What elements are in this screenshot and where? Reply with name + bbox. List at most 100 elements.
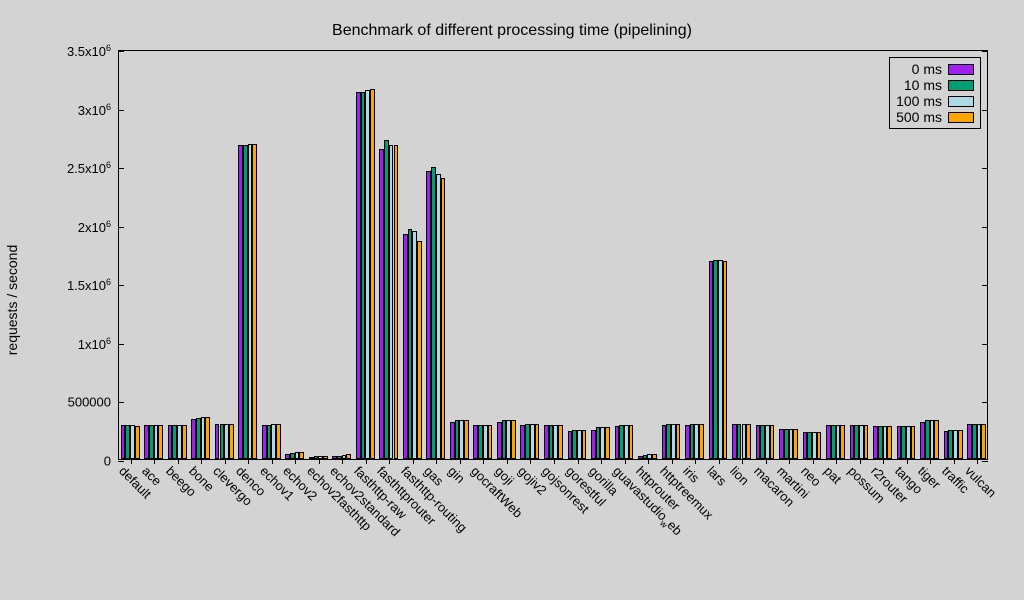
bar bbox=[934, 420, 939, 459]
bar bbox=[558, 425, 563, 459]
category-group: tiger bbox=[918, 51, 942, 459]
bar bbox=[488, 425, 493, 459]
y-tick-label: 3.5x106 bbox=[67, 43, 111, 59]
bar bbox=[582, 430, 587, 459]
category-group: echov1 bbox=[260, 51, 284, 459]
bar bbox=[370, 89, 375, 459]
bar bbox=[605, 427, 610, 459]
bar bbox=[723, 261, 728, 459]
category-group: ace bbox=[143, 51, 167, 459]
bar bbox=[746, 424, 751, 459]
bar bbox=[981, 424, 986, 459]
chart-container: Benchmark of different processing time (… bbox=[0, 0, 1024, 600]
bar bbox=[652, 454, 657, 459]
category-group: tango bbox=[895, 51, 919, 459]
category-group: denco bbox=[237, 51, 261, 459]
category-group: pat bbox=[824, 51, 848, 459]
bar bbox=[887, 426, 892, 459]
category-group: fasthttp-raw bbox=[354, 51, 378, 459]
category-group: gojiv2 bbox=[519, 51, 543, 459]
category-group: gas bbox=[425, 51, 449, 459]
category-group: httprouter bbox=[636, 51, 660, 459]
category-group: echov2 bbox=[284, 51, 308, 459]
bar bbox=[464, 420, 469, 459]
bar bbox=[535, 424, 540, 459]
category-group: bone bbox=[190, 51, 214, 459]
category-group: guavastudioweb bbox=[613, 51, 637, 459]
y-tick-mark bbox=[118, 51, 124, 52]
y-tick-mark bbox=[982, 402, 988, 403]
category-group: clevergo bbox=[213, 51, 237, 459]
bars-area: defaultacebeegoboneclevergodencoechov1ec… bbox=[119, 51, 987, 459]
bar bbox=[840, 425, 845, 459]
y-tick-label: 2x106 bbox=[78, 219, 111, 235]
y-axis-label: requests / second bbox=[4, 245, 20, 356]
x-tick-label: vulcan bbox=[962, 459, 1003, 500]
bar bbox=[629, 425, 634, 459]
y-tick-label: 1.5x106 bbox=[67, 277, 111, 293]
category-group: possum bbox=[848, 51, 872, 459]
y-tick-mark bbox=[118, 461, 124, 462]
category-group: goji bbox=[495, 51, 519, 459]
bar bbox=[299, 452, 304, 459]
category-group: echov2standard bbox=[331, 51, 355, 459]
category-group: fasthttp-routing bbox=[401, 51, 425, 459]
bar bbox=[699, 424, 704, 459]
category-group: iris bbox=[683, 51, 707, 459]
plot-area: 0 ms10 ms100 ms500 ms defaultacebeegobon… bbox=[118, 50, 988, 460]
bar bbox=[770, 425, 775, 459]
y-tick-mark bbox=[982, 110, 988, 111]
bar bbox=[205, 417, 210, 459]
category-group: echov2fasthttp bbox=[307, 51, 331, 459]
category-group: beego bbox=[166, 51, 190, 459]
category-group: vulcan bbox=[965, 51, 989, 459]
category-group: r2router bbox=[871, 51, 895, 459]
category-group: gorestful bbox=[566, 51, 590, 459]
y-tick-label: 2.5x106 bbox=[67, 160, 111, 176]
y-tick-label: 3x106 bbox=[78, 101, 111, 117]
y-tick-label: 0 bbox=[104, 454, 111, 469]
category-group: lion bbox=[730, 51, 754, 459]
category-group: gojsonrest bbox=[542, 51, 566, 459]
y-tick-mark bbox=[118, 344, 124, 345]
y-tick-mark bbox=[118, 227, 124, 228]
bar bbox=[229, 424, 234, 459]
bar bbox=[817, 432, 822, 459]
bar bbox=[158, 425, 163, 459]
y-tick-label: 1x106 bbox=[78, 336, 111, 352]
category-group: lars bbox=[707, 51, 731, 459]
category-group: httptreemux bbox=[660, 51, 684, 459]
bar bbox=[346, 454, 351, 459]
bar bbox=[394, 145, 399, 459]
category-group: gorilla bbox=[589, 51, 613, 459]
bar bbox=[323, 456, 328, 460]
bar bbox=[182, 425, 187, 459]
category-group: macaron bbox=[754, 51, 778, 459]
bar bbox=[958, 430, 963, 459]
bar bbox=[135, 426, 140, 459]
y-tick-mark bbox=[982, 168, 988, 169]
bar bbox=[511, 420, 516, 459]
bar bbox=[441, 178, 446, 459]
y-tick-mark bbox=[118, 110, 124, 111]
y-tick-mark bbox=[118, 168, 124, 169]
bar bbox=[911, 426, 916, 459]
category-group: gocraftWeb bbox=[472, 51, 496, 459]
y-tick-label: 500000 bbox=[68, 395, 111, 410]
y-tick-mark bbox=[982, 285, 988, 286]
bar bbox=[276, 424, 281, 459]
bar bbox=[417, 241, 422, 459]
bar bbox=[676, 424, 681, 459]
bar bbox=[864, 425, 869, 459]
chart-title: Benchmark of different processing time (… bbox=[0, 22, 1024, 40]
category-group: traffic bbox=[942, 51, 966, 459]
bar bbox=[252, 144, 257, 459]
y-tick-mark bbox=[982, 344, 988, 345]
y-tick-mark bbox=[982, 461, 988, 462]
y-tick-mark bbox=[982, 227, 988, 228]
y-tick-mark bbox=[118, 402, 124, 403]
category-group: fasthttprouter bbox=[378, 51, 402, 459]
category-group: neo bbox=[801, 51, 825, 459]
category-group: default bbox=[119, 51, 143, 459]
bar bbox=[793, 429, 798, 459]
